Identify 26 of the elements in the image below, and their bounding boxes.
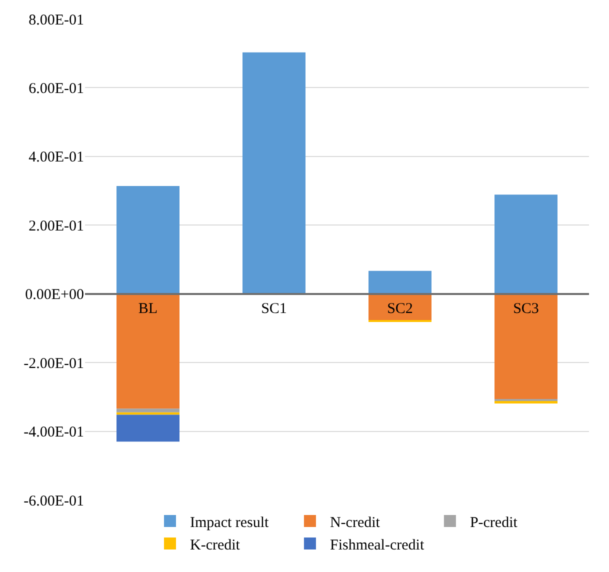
bar xyxy=(494,194,558,294)
bar xyxy=(116,186,180,294)
y-tick-label: 8.00E-01 xyxy=(28,12,84,28)
legend-label: Fishmeal-credit xyxy=(330,537,425,554)
y-tick-label: 2.00E-01 xyxy=(28,218,84,234)
bar xyxy=(116,412,180,415)
y-tick-label: 4.00E-01 xyxy=(28,150,84,166)
legend-label: N-credit xyxy=(330,514,381,531)
y-tick-label: 0.00E+00 xyxy=(25,287,84,304)
x-tick-label: SC2 xyxy=(387,300,413,317)
y-tick-label: -6.00E-01 xyxy=(24,493,84,510)
y-tick-label: -2.00E-01 xyxy=(24,356,84,372)
y-tick-label: -4.00E-01 xyxy=(24,424,84,441)
bar xyxy=(494,294,558,399)
x-tick-label: BL xyxy=(138,300,158,317)
y-tick-label: 6.00E-01 xyxy=(28,80,84,97)
legend-label: P-credit xyxy=(470,514,518,531)
bar xyxy=(116,408,180,412)
legend-label: K-credit xyxy=(190,537,241,554)
bar xyxy=(242,52,306,294)
x-tick-label: SC1 xyxy=(261,300,287,317)
bar xyxy=(116,414,180,442)
bar xyxy=(368,270,432,294)
legend-label: Impact result xyxy=(190,514,270,531)
x-tick-label: SC3 xyxy=(513,300,539,317)
bar xyxy=(116,294,180,409)
